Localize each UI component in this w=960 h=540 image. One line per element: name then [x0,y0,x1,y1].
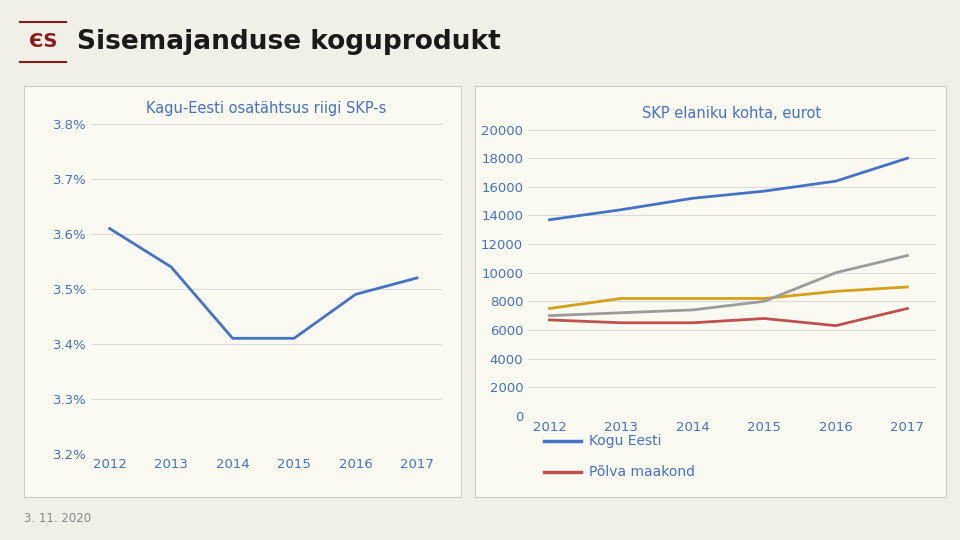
Text: ЄS: ЄS [29,32,58,51]
Text: Põlva maakond: Põlva maakond [589,465,695,479]
Text: Sisemajanduse koguprodukt: Sisemajanduse koguprodukt [77,29,500,55]
Title: Kagu-Eesti osatähtsus riigi SKP-s: Kagu-Eesti osatähtsus riigi SKP-s [146,101,387,116]
Title: SKP elaniku kohta, eurot: SKP elaniku kohta, eurot [642,106,822,122]
Text: 3. 11. 2020: 3. 11. 2020 [24,512,91,525]
Text: Kogu Eesti: Kogu Eesti [589,434,661,448]
